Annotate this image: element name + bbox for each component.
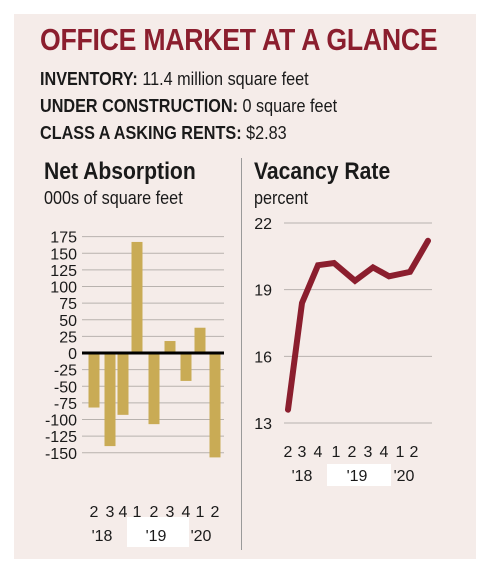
x-tick-label: 4 bbox=[314, 444, 323, 461]
x-year-label: '18 bbox=[92, 528, 113, 545]
y-tick-label: 0 bbox=[68, 346, 77, 363]
y-tick-label: 13 bbox=[254, 416, 272, 433]
stat-value: 0 square feet bbox=[242, 96, 338, 116]
stat-under-construction: UNDER CONSTRUCTION: 0 square feet bbox=[40, 96, 337, 117]
absorption-chart-subtitle: 000s of square feet bbox=[44, 188, 183, 208]
x-tick-label: 4 bbox=[182, 504, 191, 521]
stat-label: UNDER CONSTRUCTION: bbox=[40, 96, 238, 116]
y-tick-label: 150 bbox=[50, 246, 77, 263]
x-tick-label: 2 bbox=[211, 504, 220, 521]
x-tick-label: 2 bbox=[284, 444, 293, 461]
bar bbox=[117, 353, 129, 415]
x-year-label: '19 bbox=[146, 528, 167, 545]
x-tick-label: 1 bbox=[396, 444, 405, 461]
x-tick-label: 1 bbox=[332, 444, 341, 461]
y-tick-label: -50 bbox=[54, 379, 77, 396]
y-tick-label: -100 bbox=[45, 413, 77, 430]
x-tick-label: 4 bbox=[380, 444, 389, 461]
x-tick-label: 1 bbox=[196, 504, 205, 521]
stat-class-a-rents: CLASS A ASKING RENTS: $2.83 bbox=[40, 123, 287, 144]
bar bbox=[104, 353, 116, 447]
vacancy-series-line bbox=[285, 237, 431, 413]
bar bbox=[131, 241, 143, 353]
bar bbox=[209, 353, 221, 458]
x-tick-label: 1 bbox=[133, 504, 142, 521]
x-year-label: '19 bbox=[347, 468, 368, 485]
absorption-chart-title: Net Absorption bbox=[44, 158, 196, 185]
y-tick-label: 22 bbox=[254, 216, 272, 233]
x-tick-label: 3 bbox=[298, 444, 307, 461]
stat-value: 11.4 million square feet bbox=[142, 69, 309, 89]
bar bbox=[164, 341, 176, 353]
y-tick-label: -125 bbox=[45, 429, 77, 446]
page-title: OFFICE MARKET AT A GLANCE bbox=[40, 22, 438, 57]
stat-inventory: INVENTORY: 11.4 million square feet bbox=[40, 69, 309, 90]
y-tick-label: -150 bbox=[45, 446, 77, 463]
stat-label: INVENTORY: bbox=[40, 69, 138, 89]
y-tick-label: 50 bbox=[59, 313, 77, 330]
y-tick-label: -75 bbox=[54, 396, 77, 413]
vacancy-chart-subtitle: percent bbox=[254, 188, 309, 208]
year-highlight-band bbox=[327, 464, 391, 486]
x-tick-label: 2 bbox=[410, 444, 419, 461]
y-tick-label: 175 bbox=[50, 230, 77, 247]
x-tick-label: 3 bbox=[364, 444, 373, 461]
vacancy-chart-title: Vacancy Rate bbox=[254, 158, 391, 185]
y-tick-label: 16 bbox=[254, 349, 272, 366]
y-tick-label: 125 bbox=[50, 263, 77, 280]
bar bbox=[194, 327, 206, 353]
stat-label: CLASS A ASKING RENTS: bbox=[40, 123, 242, 143]
x-tick-label: 2 bbox=[90, 504, 99, 521]
y-tick-label: -25 bbox=[54, 363, 77, 380]
x-year-label: '18 bbox=[292, 468, 313, 485]
x-tick-label: 4 bbox=[119, 504, 128, 521]
y-tick-label: 25 bbox=[59, 329, 77, 346]
x-tick-label: 3 bbox=[166, 504, 175, 521]
bar bbox=[88, 353, 100, 408]
bar bbox=[180, 353, 192, 381]
bar bbox=[148, 353, 160, 425]
chart-divider bbox=[241, 158, 242, 550]
x-tick-label: 2 bbox=[150, 504, 159, 521]
x-tick-label: 2 bbox=[348, 444, 357, 461]
year-highlight-band bbox=[127, 517, 189, 547]
x-tick-label: 3 bbox=[106, 504, 115, 521]
x-year-label: '20 bbox=[191, 528, 212, 545]
x-year-label: '20 bbox=[394, 468, 415, 485]
stat-value: $2.83 bbox=[246, 123, 287, 143]
y-tick-label: 75 bbox=[59, 296, 77, 313]
y-tick-label: 19 bbox=[254, 283, 272, 300]
y-tick-label: 100 bbox=[50, 280, 77, 297]
